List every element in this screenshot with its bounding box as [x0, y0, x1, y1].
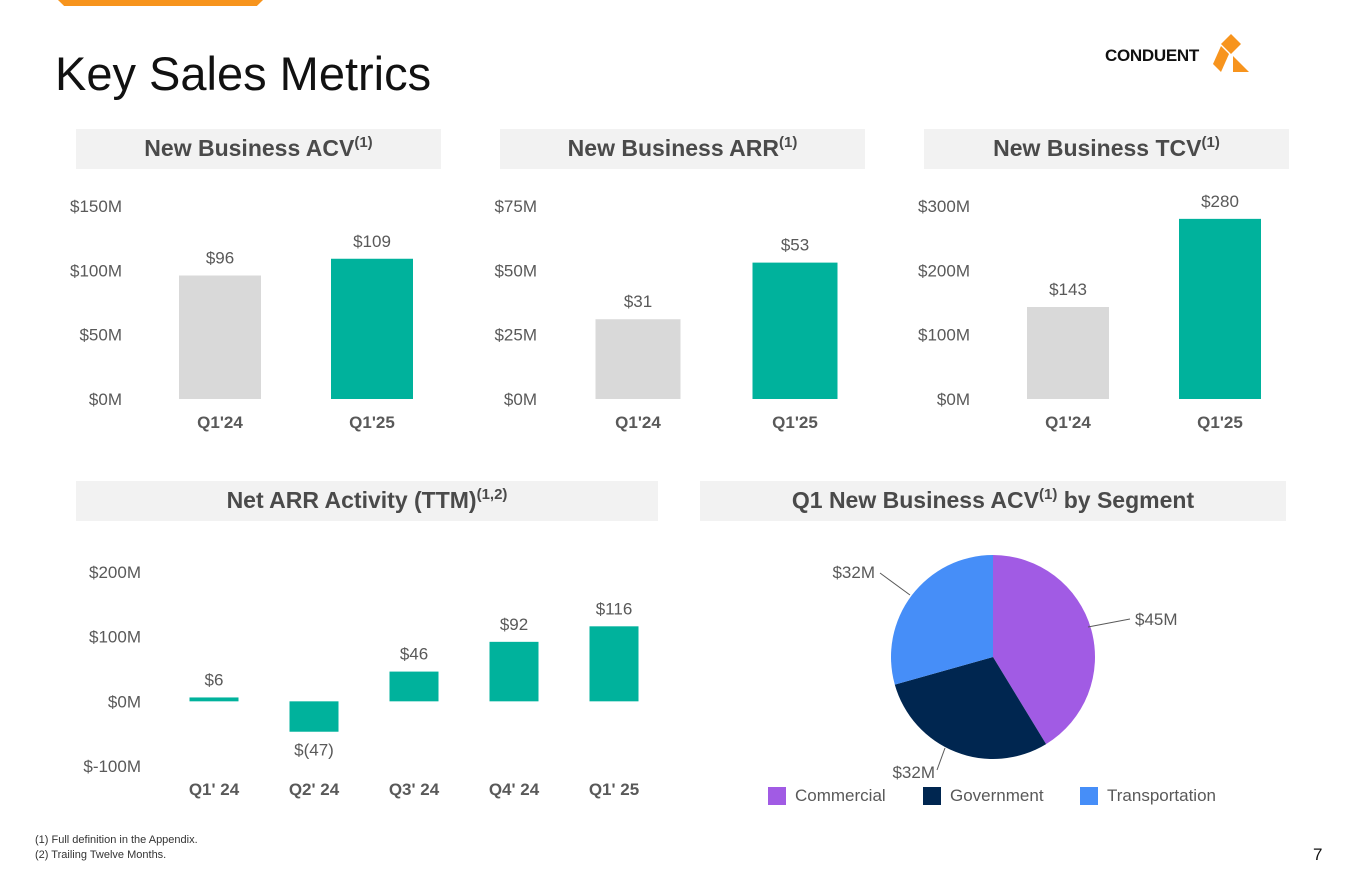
panel-title-acv-sup: (1)	[354, 134, 373, 151]
pie-slice-government	[894, 657, 1047, 759]
net-bar	[289, 701, 339, 732]
acv-ytick-label: $0M	[89, 390, 122, 409]
net-data-label: $46	[400, 645, 428, 664]
acv-bar	[179, 275, 261, 399]
tcv-bar	[1027, 307, 1109, 399]
arr-category-label: Q1'25	[772, 413, 818, 432]
tcv-ytick-label: $200M	[918, 261, 970, 280]
tcv-ytick-label: $100M	[918, 326, 970, 345]
net-category-label: Q4' 24	[489, 780, 540, 799]
panel-title-arr-text: New Business ARR	[567, 135, 779, 161]
page-number: 7	[1313, 845, 1323, 864]
net-ytick-label: $200M	[89, 563, 141, 582]
tcv-ytick-label: $300M	[918, 197, 970, 216]
pie-leader-line	[936, 747, 946, 771]
acv-bar	[331, 258, 413, 399]
net-bar	[589, 626, 639, 702]
net-category-label: Q3' 24	[389, 780, 440, 799]
acv-category-label: Q1'25	[349, 413, 395, 432]
arr-bar	[595, 319, 681, 399]
panel-title-tcv: New Business TCV(1)	[924, 129, 1289, 169]
net-data-label: $116	[596, 599, 633, 618]
pie-slice-transportation	[890, 555, 993, 685]
footnotes: (1) Full definition in the Appendix. (2)…	[35, 833, 198, 863]
legend-transportation: Transportation	[1080, 786, 1216, 806]
legend-commercial: Commercial	[768, 786, 886, 806]
acv-ytick-label: $150M	[70, 197, 122, 216]
panel-title-acv-text: New Business ACV	[144, 135, 355, 161]
arr-ytick-label: $75M	[494, 197, 537, 216]
pie-data-label: $45M	[1135, 610, 1178, 629]
net-data-label: $6	[205, 670, 224, 689]
arr-ytick-label: $50M	[494, 261, 537, 280]
legend-commercial-label: Commercial	[795, 786, 886, 805]
tcv-ytick-label: $0M	[937, 390, 970, 409]
footnote-2: (2) Trailing Twelve Months.	[35, 849, 167, 861]
acv-ytick-label: $100M	[70, 261, 122, 280]
panel-title-tcv-text: New Business TCV	[993, 135, 1202, 161]
arr-data-label: $53	[781, 236, 809, 255]
pie-data-label: $32M	[892, 763, 935, 782]
panel-title-seg-sup: (1)	[1039, 486, 1058, 503]
panel-title-seg-text: Q1 New Business ACV	[791, 487, 1039, 513]
pie-slice-commercial	[993, 555, 1095, 745]
arr-data-label: $31	[624, 292, 652, 311]
footnote-1: (1) Full definition in the Appendix.	[35, 834, 198, 846]
tcv-category-label: Q1'24	[1045, 413, 1091, 432]
panel-title-net-text: Net ARR Activity (TTM)	[226, 487, 477, 513]
net-category-label: Q2' 24	[289, 780, 340, 799]
tcv-category-label: Q1'25	[1197, 413, 1243, 432]
legend-government-label: Government	[950, 786, 1044, 805]
net-ytick-label: $0M	[108, 692, 141, 711]
net-ytick-label: $-100M	[83, 757, 141, 776]
legend-transportation-label: Transportation	[1107, 786, 1216, 805]
panel-title-arr-sup: (1)	[778, 134, 798, 151]
pie-leader-line	[1087, 618, 1131, 628]
panel-title-acv: New Business ACV(1)	[76, 129, 441, 169]
net-ytick-label: $100M	[89, 628, 141, 647]
pie-leader-line	[879, 572, 911, 596]
page-title: Key Sales Metrics	[55, 47, 432, 100]
net-category-label: Q1' 24	[189, 780, 240, 799]
tcv-data-label: $143	[1049, 280, 1087, 299]
acv-ytick-label: $50M	[79, 326, 122, 345]
arr-category-label: Q1'24	[615, 413, 661, 432]
pie-data-label: $32M	[832, 563, 875, 582]
panel-title-seg-suffix: by Segment	[1057, 487, 1195, 513]
legend-commercial-swatch	[768, 787, 786, 805]
acv-data-label: $109	[353, 232, 391, 251]
net-bar	[389, 671, 439, 702]
logo-text: CONDUENT	[1105, 46, 1199, 65]
panel-title-arr: New Business ARR(1)	[500, 129, 865, 169]
net-category-label: Q1' 25	[589, 780, 639, 799]
legend-government-swatch	[923, 787, 941, 805]
arr-ytick-label: $25M	[494, 326, 537, 345]
legend-transportation-swatch	[1080, 787, 1098, 805]
acv-data-label: $96	[206, 248, 234, 267]
net-data-label: $92	[500, 615, 528, 634]
net-data-label: $(47)	[294, 741, 334, 760]
tcv-bar	[1179, 218, 1261, 399]
panel-title-net-sup: (1,2)	[476, 486, 508, 503]
net-bar	[189, 697, 239, 702]
legend-government: Government	[923, 786, 1044, 806]
arr-ytick-label: $0M	[504, 390, 537, 409]
accent-bar	[58, 0, 263, 6]
panel-title-net: Net ARR Activity (TTM)(1,2)	[76, 481, 658, 521]
conduent-logo: CONDUENT	[1105, 34, 1255, 76]
acv-category-label: Q1'24	[197, 413, 243, 432]
panel-title-seg: Q1 New Business ACV(1) by Segment	[700, 481, 1286, 521]
arr-bar	[752, 262, 838, 399]
conduent-mark-icon	[1213, 34, 1249, 72]
net-bar	[489, 641, 539, 702]
panel-title-tcv-sup: (1)	[1201, 134, 1220, 151]
tcv-data-label: $280	[1201, 192, 1239, 211]
